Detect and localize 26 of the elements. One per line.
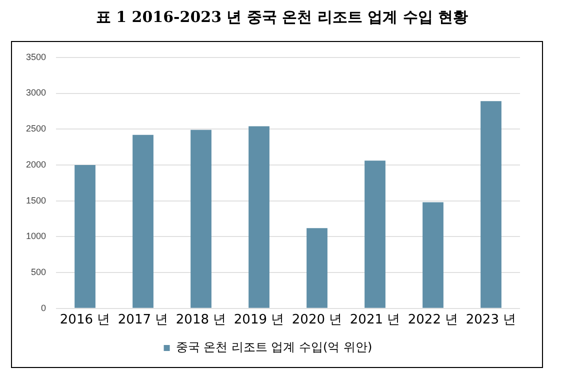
y-tick-label: 3000 <box>26 88 46 98</box>
y-tick-label: 3500 <box>26 52 46 62</box>
y-tick-label: 500 <box>30 267 46 278</box>
x-tick-label: 2023 년 <box>466 312 516 328</box>
x-tick-label: 2017 년 <box>118 312 168 328</box>
bar <box>74 164 96 308</box>
x-tick-label: 2022 년 <box>408 312 458 328</box>
bar <box>480 101 502 308</box>
bar <box>422 202 444 308</box>
bar <box>190 130 212 308</box>
bar <box>364 160 386 308</box>
legend-label: 중국 온천 리조트 업계 수입(억 위안) <box>176 340 372 354</box>
y-tick-label: 2500 <box>26 124 46 134</box>
bar <box>306 228 328 308</box>
y-tick-label: 2000 <box>26 159 46 170</box>
y-tick-label: 0 <box>41 302 46 313</box>
y-tick-label: 1500 <box>26 195 46 206</box>
x-tick-label: 2018 년 <box>176 312 226 328</box>
chart-title: 표 1 2016-2023 년 중국 온천 리조트 업계 수입 현황 <box>94 8 470 27</box>
y-tick-label: 1000 <box>26 231 46 242</box>
bar <box>132 134 154 308</box>
x-tick-label: 2016 년 <box>60 312 110 328</box>
x-tick-label: 2021 년 <box>350 312 400 328</box>
bar <box>248 126 270 308</box>
x-tick-label: 2020 년 <box>292 312 342 328</box>
x-tick-label: 2019 년 <box>234 312 284 328</box>
